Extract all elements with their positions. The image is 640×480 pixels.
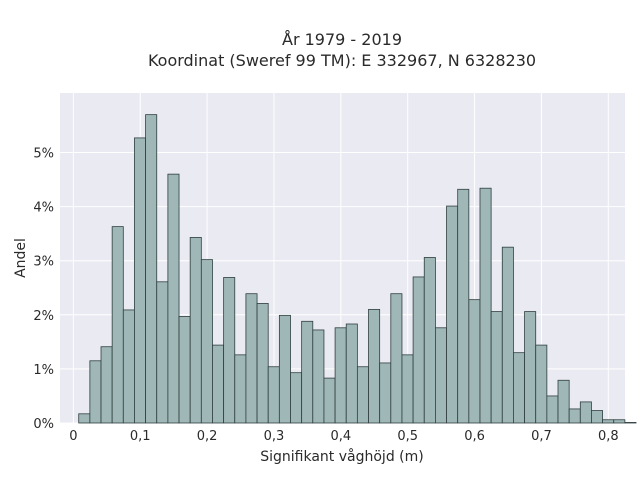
chart-title-line-2: Koordinat (Sweref 99 TM): E 332967, N 63… (148, 51, 536, 70)
histogram-bar-16 (256, 303, 269, 424)
histogram-bar-22 (323, 377, 336, 424)
y-tick-label-0: 0% (33, 417, 54, 432)
x-tick-labels: 0 0,1 0,2 0,3 0,4 0,5 0,6 0,7 0,8 (69, 429, 618, 444)
histogram-bar-49 (624, 422, 637, 424)
histogram-bar-43 (557, 379, 570, 424)
histogram-bar-18 (278, 314, 291, 424)
histogram-bar-35 (468, 299, 481, 424)
histogram-bar-17 (267, 366, 280, 424)
histogram-bar-19 (290, 372, 303, 424)
histogram-bar-33 (446, 205, 459, 424)
histogram-bar-20 (301, 320, 314, 424)
x-axis-label: Signifikant våghöjd (m) (260, 448, 423, 465)
histogram-bar-44 (568, 408, 581, 424)
x-tick-label-5: 0,5 (397, 429, 418, 444)
histogram-bar-6 (145, 114, 158, 424)
y-tick-labels: 0% 1% 2% 3% 4% 5% (33, 147, 54, 432)
histogram-bar-1 (89, 360, 102, 424)
histogram-bar-3 (111, 226, 124, 424)
histogram-bar-45 (579, 401, 592, 424)
histogram-bar-26 (368, 308, 381, 424)
histogram-bar-31 (423, 257, 436, 424)
histogram-bar-40 (524, 311, 537, 424)
histogram-bar-8 (167, 173, 180, 424)
histogram-bar-23 (334, 327, 347, 424)
histogram-bar-5 (134, 137, 146, 424)
x-tick-label-0: 0 (69, 429, 77, 444)
histogram-bar-2 (100, 346, 113, 424)
histogram-bar-4 (122, 309, 135, 424)
histogram-bar-0 (78, 413, 91, 424)
histogram-bar-25 (356, 366, 369, 424)
x-tick-label-8: 0,8 (598, 429, 619, 444)
histogram-bar-42 (546, 395, 559, 424)
histogram-bar-11 (200, 259, 213, 424)
histogram-bar-34 (457, 188, 470, 424)
y-tick-label-1: 1% (33, 363, 54, 378)
x-tick-label-4: 0,4 (330, 429, 351, 444)
y-tick-label-4: 4% (33, 201, 54, 216)
histogram-bar-15 (245, 293, 258, 424)
histogram-bar-47 (602, 419, 615, 424)
y-tick-label-5: 5% (33, 147, 54, 162)
histogram-bar-28 (390, 293, 403, 424)
histogram-bar-46 (591, 410, 603, 424)
histogram-bar-39 (513, 352, 525, 424)
chart-title-line-1: År 1979 - 2019 (282, 30, 402, 49)
histogram-bar-30 (412, 276, 425, 424)
histogram-bar-48 (613, 419, 626, 424)
y-tick-label-3: 3% (33, 255, 54, 270)
bars (78, 114, 637, 424)
histogram-bar-38 (501, 246, 514, 424)
x-tick-label-6: 0,6 (464, 429, 485, 444)
histogram-bar-7 (156, 281, 169, 424)
histogram-bar-9 (178, 316, 191, 424)
x-tick-label-7: 0,7 (531, 429, 552, 444)
histogram-bar-14 (234, 354, 247, 424)
y-tick-label-2: 2% (33, 309, 54, 324)
histogram-bar-41 (535, 344, 548, 424)
x-tick-label-3: 0,3 (264, 429, 285, 444)
histogram-bar-13 (223, 277, 236, 424)
histogram-bar-36 (479, 187, 492, 424)
histogram-bar-29 (401, 354, 414, 424)
x-tick-label-2: 0,2 (197, 429, 218, 444)
histogram-bar-24 (345, 323, 358, 424)
histogram-bar-10 (189, 237, 202, 424)
histogram-bar-12 (212, 344, 225, 424)
x-tick-label-1: 0,1 (130, 429, 151, 444)
histogram-bar-32 (435, 327, 447, 424)
histogram-bar-37 (490, 311, 503, 424)
histogram-bar-27 (379, 362, 392, 424)
histogram-bar-21 (312, 329, 325, 424)
y-axis-label: Andel (13, 238, 29, 278)
